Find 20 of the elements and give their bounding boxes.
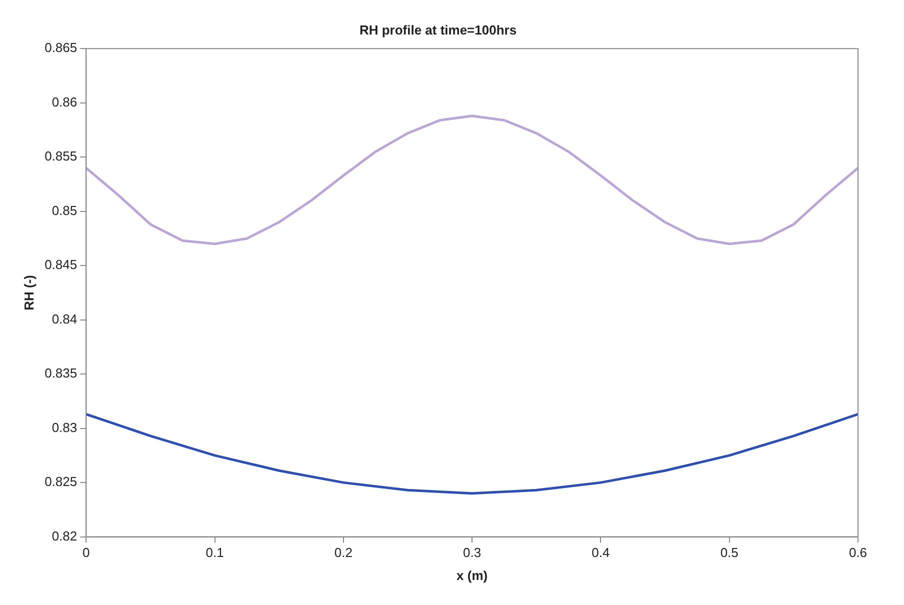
y-tick-label: 0.825 [44, 474, 78, 490]
x-tick-label: 0 [82, 545, 90, 560]
y-tick-label: 0.83 [52, 420, 78, 435]
y-tick-label: 0.82 [52, 528, 78, 544]
y-tick-label: 0.865 [44, 40, 78, 56]
x-tick-label: 0.6 [848, 545, 868, 560]
y-axis-title: RH (-) [21, 275, 36, 310]
y-tick-label: 0.86 [52, 94, 78, 110]
y-tick-label: 0.845 [44, 257, 78, 272]
x-tick-label: 0.5 [720, 545, 738, 560]
chart-title: RH profile at time=100hrs [359, 22, 517, 38]
x-axis-title: x (m) [456, 568, 488, 583]
x-tick-label: 0.3 [463, 545, 482, 560]
x-tick-label: 0.2 [334, 545, 352, 560]
y-tick-label: 0.835 [44, 366, 78, 381]
y-tick-label: 0.85 [52, 202, 78, 218]
x-tick-label: 0.1 [206, 545, 224, 560]
x-tick-label: 0.4 [592, 545, 610, 560]
y-tick-label: 0.84 [52, 311, 78, 326]
y-tick-label: 0.855 [44, 148, 78, 164]
